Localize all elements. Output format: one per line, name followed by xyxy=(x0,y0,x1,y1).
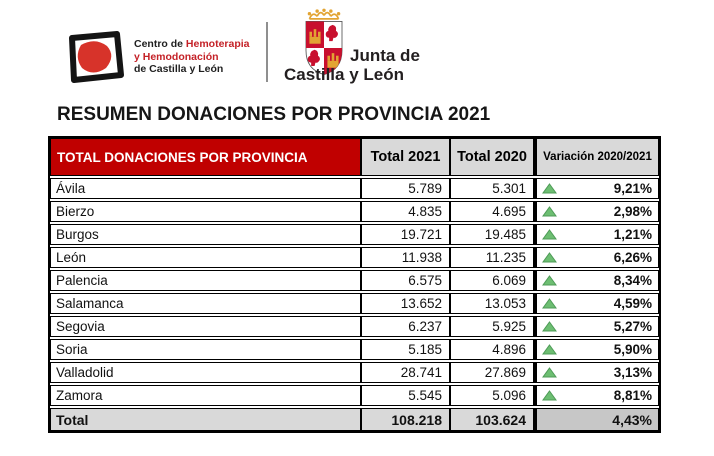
province-cell: Valladolid xyxy=(50,362,361,383)
variation-value: 4,59% xyxy=(613,296,652,311)
table-row: Bierzo 4.835 4.695 2,98% xyxy=(50,201,659,222)
trend-up-icon xyxy=(542,298,557,309)
col-header-total-2021: Total 2021 xyxy=(361,138,450,176)
total-2021-cell: 6.237 xyxy=(361,316,450,337)
variation-cell: 4,59% xyxy=(534,293,659,314)
junta-logo-line1: Junta de xyxy=(350,46,420,65)
province-cell: León xyxy=(50,247,361,268)
trend-up-icon xyxy=(542,252,557,263)
total-2020-cell: 13.053 xyxy=(450,293,534,314)
total-2021-cell: 11.938 xyxy=(361,247,450,268)
junta-logo: Junta de Castilla y León xyxy=(284,4,464,94)
table-row: Burgos 19.721 19.485 1,21% xyxy=(50,224,659,245)
variation-cell: 3,13% xyxy=(534,362,659,383)
table-row: Soria 5.185 4.896 5,90% xyxy=(50,339,659,360)
junta-logo-line2: Castilla y León xyxy=(284,65,404,84)
variation-value: 5,27% xyxy=(613,319,652,334)
sketch-frame-icon xyxy=(69,31,124,83)
table-row: Salamanca 13.652 13.053 4,59% xyxy=(50,293,659,314)
table-row: Segovia 6.237 5.925 5,27% xyxy=(50,316,659,337)
chemcyl-line1: Centro de Hemoterapia xyxy=(134,38,250,51)
total-2021-cell: 6.575 xyxy=(361,270,450,291)
variation-cell: 1,21% xyxy=(534,224,659,245)
variation-cell: 8,34% xyxy=(534,270,659,291)
total-2021-cell: 13.652 xyxy=(361,293,450,314)
chemcyl-logo-mark-icon xyxy=(66,30,126,84)
donations-table: TOTAL DONACIONES POR PROVINCIA Total 202… xyxy=(48,136,661,433)
total-2020-cell: 5.096 xyxy=(450,385,534,406)
variation-value: 6,26% xyxy=(613,250,652,265)
table-row: Palencia 6.575 6.069 8,34% xyxy=(50,270,659,291)
province-cell: Soria xyxy=(50,339,361,360)
chemcyl-line1-black: Centro de xyxy=(134,38,186,51)
variation-value: 5,90% xyxy=(613,342,652,357)
province-cell: Palencia xyxy=(50,270,361,291)
province-cell: Bierzo xyxy=(50,201,361,222)
variation-value: 8,34% xyxy=(613,273,652,288)
province-cell: Salamanca xyxy=(50,293,361,314)
chemcyl-line2: y Hemodonación xyxy=(134,50,219,63)
trend-up-icon xyxy=(542,344,557,355)
trend-up-icon xyxy=(542,206,557,217)
total-2021-cell: 19.721 xyxy=(361,224,450,245)
coat-of-arms-icon xyxy=(305,8,343,76)
variation-cell: 5,27% xyxy=(534,316,659,337)
col-header-province: TOTAL DONACIONES POR PROVINCIA xyxy=(50,138,361,176)
trend-up-icon xyxy=(542,275,557,286)
chemcyl-line3: de Castilla y León xyxy=(134,63,224,76)
table-row: Zamora 5.545 5.096 8,81% xyxy=(50,385,659,406)
total-2021-cell: 5.789 xyxy=(361,178,450,199)
col-header-variation: Variación 2020/2021 xyxy=(534,138,659,176)
province-cell: Burgos xyxy=(50,224,361,245)
total-2020-cell: 4.896 xyxy=(450,339,534,360)
chemcyl-line1-red: Hemoterapia xyxy=(185,38,250,51)
variation-value: 8,81% xyxy=(613,388,652,403)
total-2020-cell: 6.069 xyxy=(450,270,534,291)
trend-up-icon xyxy=(542,367,557,378)
variation-value: 1,21% xyxy=(613,227,652,242)
trend-up-icon xyxy=(542,183,557,194)
page-title: RESUMEN DONACIONES POR PROVINCIA 2021 xyxy=(57,104,491,125)
trend-up-icon xyxy=(542,390,557,401)
logo-divider xyxy=(266,22,268,82)
total-2020-cell: 4.695 xyxy=(450,201,534,222)
province-cell: Zamora xyxy=(50,385,361,406)
province-cell: Ávila xyxy=(50,178,361,199)
total-2020-cell: 5.301 xyxy=(450,178,534,199)
total-2020-cell: 27.869 xyxy=(450,362,534,383)
total-2020-sum-cell: 103.624 xyxy=(450,408,534,431)
table-row: Ávila 5.789 5.301 9,21% xyxy=(50,178,659,199)
total-2021-sum-cell: 108.218 xyxy=(361,408,450,431)
col-header-total-2020: Total 2020 xyxy=(450,138,534,176)
province-cell: Segovia xyxy=(50,316,361,337)
total-2021-cell: 28.741 xyxy=(361,362,450,383)
table-row: León 11.938 11.235 6,26% xyxy=(50,247,659,268)
variation-cell: 2,98% xyxy=(534,201,659,222)
donations-table-grid: TOTAL DONACIONES POR PROVINCIA Total 202… xyxy=(50,136,659,433)
total-variation-cell: 4,43% xyxy=(534,408,659,431)
trend-up-icon xyxy=(542,321,557,332)
total-2021-cell: 5.545 xyxy=(361,385,450,406)
table-row: Valladolid 28.741 27.869 3,13% xyxy=(50,362,659,383)
total-2020-cell: 19.485 xyxy=(450,224,534,245)
total-2021-cell: 4.835 xyxy=(361,201,450,222)
variation-cell: 5,90% xyxy=(534,339,659,360)
total-label-cell: Total xyxy=(50,408,361,431)
red-blob-icon xyxy=(77,41,112,73)
total-2020-cell: 11.235 xyxy=(450,247,534,268)
chemcyl-logo-text: Centro de Hemoterapia y Hemodonación de … xyxy=(134,38,250,76)
variation-cell: 9,21% xyxy=(534,178,659,199)
total-2021-cell: 5.185 xyxy=(361,339,450,360)
variation-value: 3,13% xyxy=(613,365,652,380)
chemcyl-logo: Centro de Hemoterapia y Hemodonación de … xyxy=(66,30,250,84)
variation-cell: 6,26% xyxy=(534,247,659,268)
variation-value: 2,98% xyxy=(613,204,652,219)
trend-up-icon xyxy=(542,229,557,240)
table-total-row: Total 108.218 103.624 4,43% xyxy=(50,408,659,431)
variation-value: 9,21% xyxy=(613,181,652,196)
table-header-row: TOTAL DONACIONES POR PROVINCIA Total 202… xyxy=(50,138,659,176)
variation-cell: 8,81% xyxy=(534,385,659,406)
total-2020-cell: 5.925 xyxy=(450,316,534,337)
